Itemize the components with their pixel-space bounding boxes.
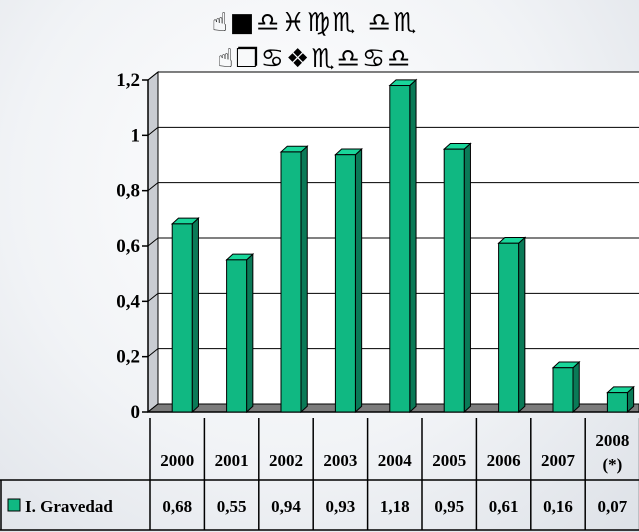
bar xyxy=(171,223,193,413)
category-label: (*) xyxy=(602,455,622,474)
bar-side xyxy=(246,252,254,414)
bar-side xyxy=(191,217,199,414)
legend-label: I. Gravedad xyxy=(25,497,113,516)
bar xyxy=(552,367,574,413)
gridline-depth xyxy=(147,292,159,302)
bar-side xyxy=(300,145,308,414)
legend-swatch xyxy=(7,498,21,512)
bar-side xyxy=(354,147,363,414)
category-label: 2008 xyxy=(595,431,629,450)
y-tick-label: 0 xyxy=(131,402,141,423)
data-table-value: 0,61 xyxy=(489,497,519,516)
bar xyxy=(226,259,248,413)
data-table-value: 0,68 xyxy=(162,497,192,516)
category-label: 2001 xyxy=(215,451,249,470)
bar xyxy=(280,151,302,413)
data-table-value: 0,16 xyxy=(543,497,573,516)
category-label: 2002 xyxy=(269,451,303,470)
category-label: 2000 xyxy=(160,451,194,470)
bar xyxy=(498,242,520,413)
bar xyxy=(443,148,465,413)
data-table-value: 0,93 xyxy=(326,497,356,516)
y-tick-label: 0,8 xyxy=(116,181,140,202)
y-tick-label: 0,4 xyxy=(116,291,140,312)
category-label: 2004 xyxy=(378,451,413,470)
gridline-depth xyxy=(147,237,159,247)
data-table-value: 1,18 xyxy=(380,497,410,516)
chart-title-line-1: ☝■♎♓♍♏ ♎♏ xyxy=(211,8,419,38)
data-table-value: 0,07 xyxy=(598,497,628,516)
bar xyxy=(389,85,411,413)
category-label: 2006 xyxy=(487,451,521,470)
bar xyxy=(334,154,356,413)
gridline-depth xyxy=(147,348,159,358)
bar xyxy=(606,392,628,413)
y-tick-label: 1,2 xyxy=(116,70,140,91)
bar-side xyxy=(572,360,580,414)
gridline-depth xyxy=(147,182,159,192)
bar-side xyxy=(409,78,417,414)
gridline-depth xyxy=(147,71,159,81)
chart-title-line-2: ☝❐♋❖♏♎♋♎ xyxy=(217,44,413,74)
data-table-value: 0,94 xyxy=(271,497,301,516)
category-label: 2003 xyxy=(323,451,357,470)
category-label: 2005 xyxy=(432,451,466,470)
data-table-value: 0,95 xyxy=(434,497,464,516)
data-table-value: 0,55 xyxy=(217,497,247,516)
category-label: 2007 xyxy=(541,451,576,470)
bar-side xyxy=(518,236,526,414)
y-tick-label: 1 xyxy=(131,125,141,146)
gridline-depth xyxy=(147,126,159,136)
y-tick-label: 0,6 xyxy=(116,236,140,257)
bar-side xyxy=(463,142,471,414)
y-tick-label: 0,2 xyxy=(116,347,140,368)
